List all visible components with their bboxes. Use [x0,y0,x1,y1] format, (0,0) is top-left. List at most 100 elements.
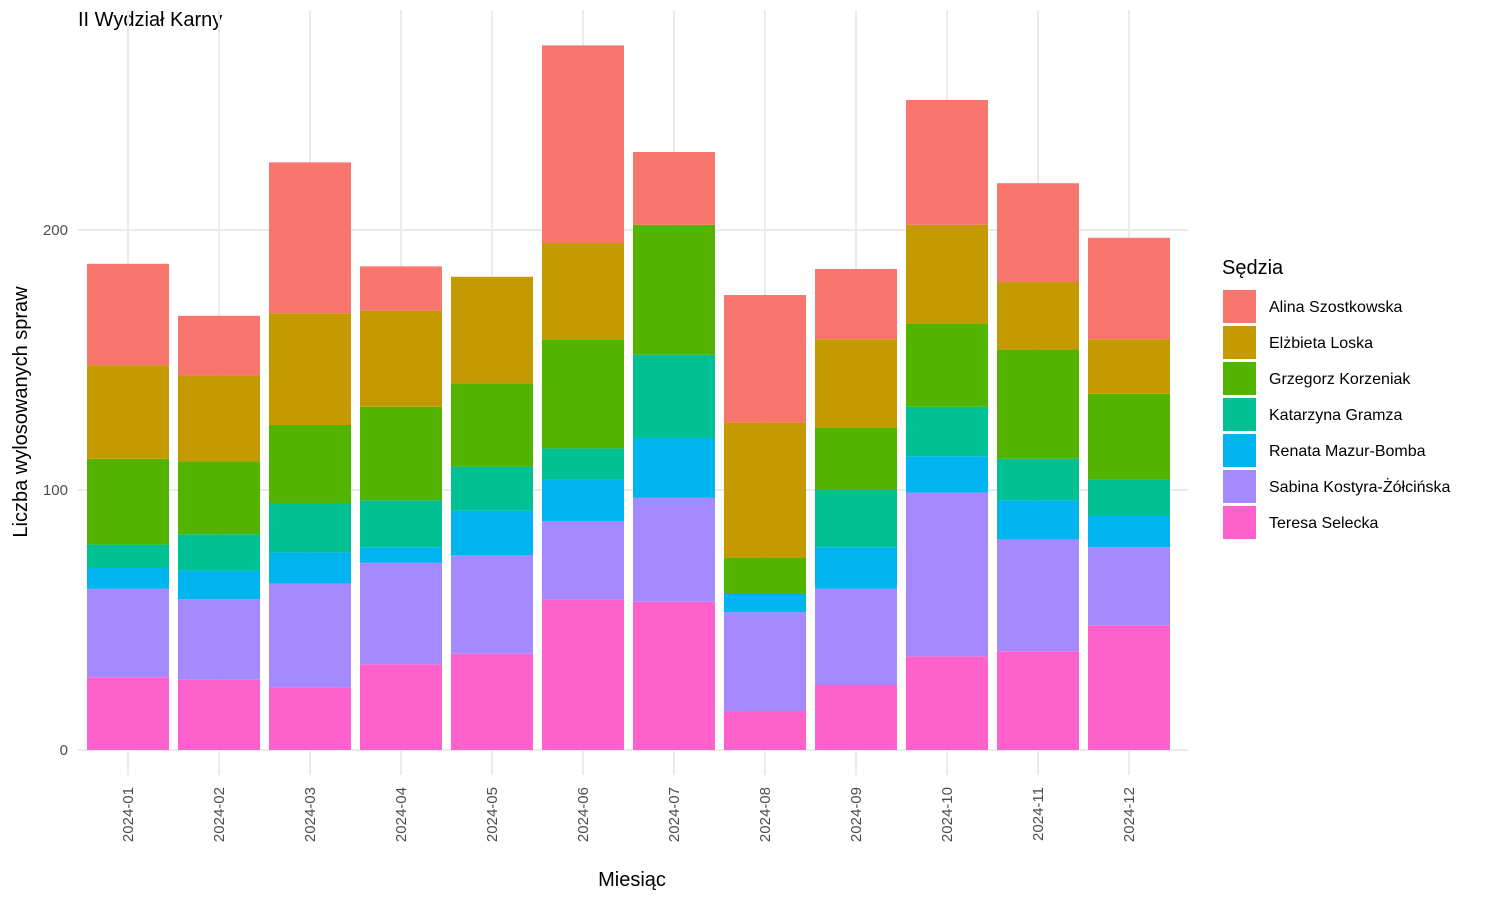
legend-label-katarzyna-gramza: Katarzyna Gramza [1269,407,1402,424]
bar-segment-2024-07-teresa-selecka [633,601,715,750]
bar-segment-2024-04-sabina-kostyra-ci-ska [360,562,442,665]
bar-segment-2024-03-teresa-selecka [269,687,351,750]
legend-label-sabina-kostyra-ci-ska: Sabina Kostyra-Żółcińska [1269,477,1451,496]
bar-segment-2024-06-sabina-kostyra-ci-ska [542,521,624,600]
bar-segment-2024-01-teresa-selecka [87,677,169,750]
legend-label-alina-szostkowska: Alina Szostkowska [1269,299,1402,316]
bar-segment-2024-10-renata-mazur-bomba [906,456,988,493]
bar-segment-2024-02-renata-mazur-bomba [178,570,260,600]
bar-segment-2024-06-teresa-selecka [542,599,624,750]
bar-segment-2024-07-alina-szostkowska [633,152,715,225]
bar-segment-2024-03-grzegorz-korzeniak [269,425,351,503]
bar-segment-2024-03-katarzyna-gramza [269,503,351,553]
bar-segment-2024-06-renata-mazur-bomba [542,479,624,522]
bar-segment-2024-02-grzegorz-korzeniak [178,461,260,535]
bar-segment-2024-11-renata-mazur-bomba [997,500,1079,540]
bar-segment-2024-05-sabina-kostyra-ci-ska [451,555,533,654]
bar-segment-2024-04-teresa-selecka [360,664,442,750]
bar-segment-2024-10-katarzyna-gramza [906,406,988,457]
bar-segment-2024-03-alina-szostkowska [269,162,351,314]
bar-segment-2024-10-sabina-kostyra-ci-ska [906,492,988,657]
y-tick-label-200: 200 [43,222,68,239]
legend-key-teresa-selecka [1223,506,1256,539]
bar-segment-2024-02-alina-szostkowska [178,315,260,376]
bar-segment-2024-07-renata-mazur-bomba [633,438,715,498]
bar-segment-2024-05-el-bieta-loska [451,276,533,384]
bar-segment-2024-12-alina-szostkowska [1088,237,1170,340]
legend-label-teresa-selecka: Teresa Selecka [1269,515,1378,532]
bar-segment-2024-09-sabina-kostyra-ci-ska [815,588,897,685]
bar-segment-2024-01-alina-szostkowska [87,263,169,366]
legend-key-el-bieta-loska [1223,326,1256,359]
bar-segment-2024-01-renata-mazur-bomba [87,568,169,589]
legend-key-grzegorz-korzeniak [1223,362,1256,395]
bar-segment-2024-08-alina-szostkowska [724,295,806,423]
bars [87,45,1170,750]
x-tick-label-2024-08: 2024-08 [757,787,774,842]
legend-key-katarzyna-gramza [1223,398,1256,431]
bar-segment-2024-12-katarzyna-gramza [1088,479,1170,516]
bar-segment-2024-09-teresa-selecka [815,685,897,750]
legend-key-sabina-kostyra-ci-ska [1223,470,1256,503]
bar-segment-2024-01-katarzyna-gramza [87,544,169,568]
bar-segment-2024-11-katarzyna-gramza [997,458,1079,501]
bar-segment-2024-04-katarzyna-gramza [360,500,442,548]
x-tick-label-2024-06: 2024-06 [575,787,592,842]
legend-title: Sędzia [1222,257,1284,279]
x-tick-label-2024-11: 2024-11 [1030,787,1047,841]
y-axis-title: Liczba wylosowanych spraw [10,286,32,538]
bar-segment-2024-08-sabina-kostyra-ci-ska [724,612,806,711]
bar-segment-2024-05-renata-mazur-bomba [451,510,533,555]
bar-segment-2024-11-el-bieta-loska [997,282,1079,350]
legend-key-alina-szostkowska [1223,290,1256,323]
legend-key-renata-mazur-bomba [1223,434,1256,467]
bar-segment-2024-12-grzegorz-korzeniak [1088,393,1170,480]
x-tick-label-2024-10: 2024-10 [939,787,956,842]
bar-segment-2024-09-el-bieta-loska [815,339,897,428]
x-tick-label-2024-03: 2024-03 [302,787,319,842]
bar-segment-2024-09-alina-szostkowska [815,269,897,340]
bar-segment-2024-06-alina-szostkowska [542,45,624,244]
y-tick-label-100: 100 [43,482,68,499]
bar-segment-2024-09-renata-mazur-bomba [815,547,897,589]
bar-segment-2024-06-grzegorz-korzeniak [542,339,624,449]
bar-segment-2024-04-el-bieta-loska [360,310,442,407]
bar-segment-2024-10-teresa-selecka [906,656,988,750]
bar-segment-2024-02-katarzyna-gramza [178,534,260,571]
bar-segment-2024-12-renata-mazur-bomba [1088,516,1170,548]
bar-segment-2024-01-sabina-kostyra-ci-ska [87,588,169,678]
bar-segment-2024-05-grzegorz-korzeniak [451,383,533,467]
chart-title: II Wydział Karny [78,9,222,31]
bar-segment-2024-11-alina-szostkowska [997,183,1079,282]
x-tick-label-2024-07: 2024-07 [666,787,683,842]
bar-segment-2024-11-sabina-kostyra-ci-ska [997,539,1079,652]
x-tick-label-2024-01: 2024-01 [120,787,137,842]
bar-segment-2024-02-teresa-selecka [178,679,260,750]
bar-segment-2024-08-teresa-selecka [724,711,806,750]
legend-label-grzegorz-korzeniak: Grzegorz Korzeniak [1269,371,1411,388]
x-axis-title: Miesiąc [598,869,666,891]
x-tick-label-2024-02: 2024-02 [211,787,228,842]
bar-segment-2024-07-katarzyna-gramza [633,354,715,438]
x-tick-label-2024-05: 2024-05 [484,787,501,842]
x-axis-ticks: 2024-01 2024-02 2024-03 2024-04 2024-05 2024-… [120,787,1138,842]
legend: Sędzia Alina Szostkowska Elżbieta Loska Gr… [1222,257,1451,539]
bar-segment-2024-10-el-bieta-loska [906,224,988,324]
bar-segment-2024-04-renata-mazur-bomba [360,547,442,563]
legend-label-el-bieta-loska: Elżbieta Loska [1269,335,1373,352]
y-axis-ticks: 0 100 200 [43,222,68,759]
x-tick-label-2024-12: 2024-12 [1121,787,1138,842]
y-tick-label-0: 0 [60,742,68,759]
bar-segment-2024-08-renata-mazur-bomba [724,594,806,613]
bar-segment-2024-01-grzegorz-korzeniak [87,458,169,545]
bar-segment-2024-05-teresa-selecka [451,653,533,750]
bar-segment-2024-07-sabina-kostyra-ci-ska [633,497,715,602]
x-tick-label-2024-09: 2024-09 [848,787,865,842]
legend-label-renata-mazur-bomba: Renata Mazur-Bomba [1269,443,1426,460]
bar-segment-2024-11-grzegorz-korzeniak [997,349,1079,459]
bar-segment-2024-04-alina-szostkowska [360,266,442,311]
bar-segment-2024-06-el-bieta-loska [542,243,624,340]
bar-segment-2024-10-grzegorz-korzeniak [906,323,988,407]
x-tick-label-2024-04: 2024-04 [393,787,410,842]
